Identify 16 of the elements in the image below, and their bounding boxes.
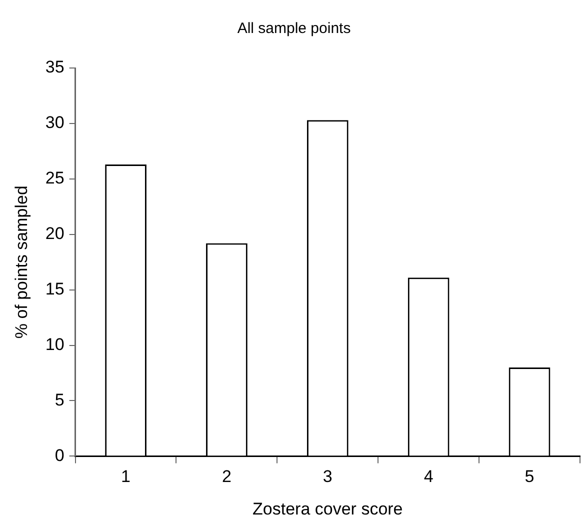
y-tick-label: 15: [45, 280, 64, 299]
y-tick-label: 30: [45, 113, 64, 132]
y-tick-label: 5: [54, 390, 64, 410]
chart-title: All sample points: [237, 20, 351, 38]
y-axis-title: % of points sampled: [12, 186, 31, 339]
y-tick-label: 0: [54, 446, 64, 465]
x-tick-label: 1: [121, 467, 131, 486]
y-tick-label: 10: [45, 334, 64, 354]
x-tick-label: 4: [424, 467, 434, 486]
x-tick-label: 2: [222, 467, 232, 486]
x-tick-label: 5: [524, 467, 534, 486]
x-axis-title: Zostera cover score: [252, 499, 403, 518]
y-tick-label: 20: [45, 224, 64, 244]
y-tick-label: 35: [45, 58, 64, 77]
x-tick-label: 3: [322, 467, 332, 486]
y-tick-label: 25: [45, 168, 64, 188]
